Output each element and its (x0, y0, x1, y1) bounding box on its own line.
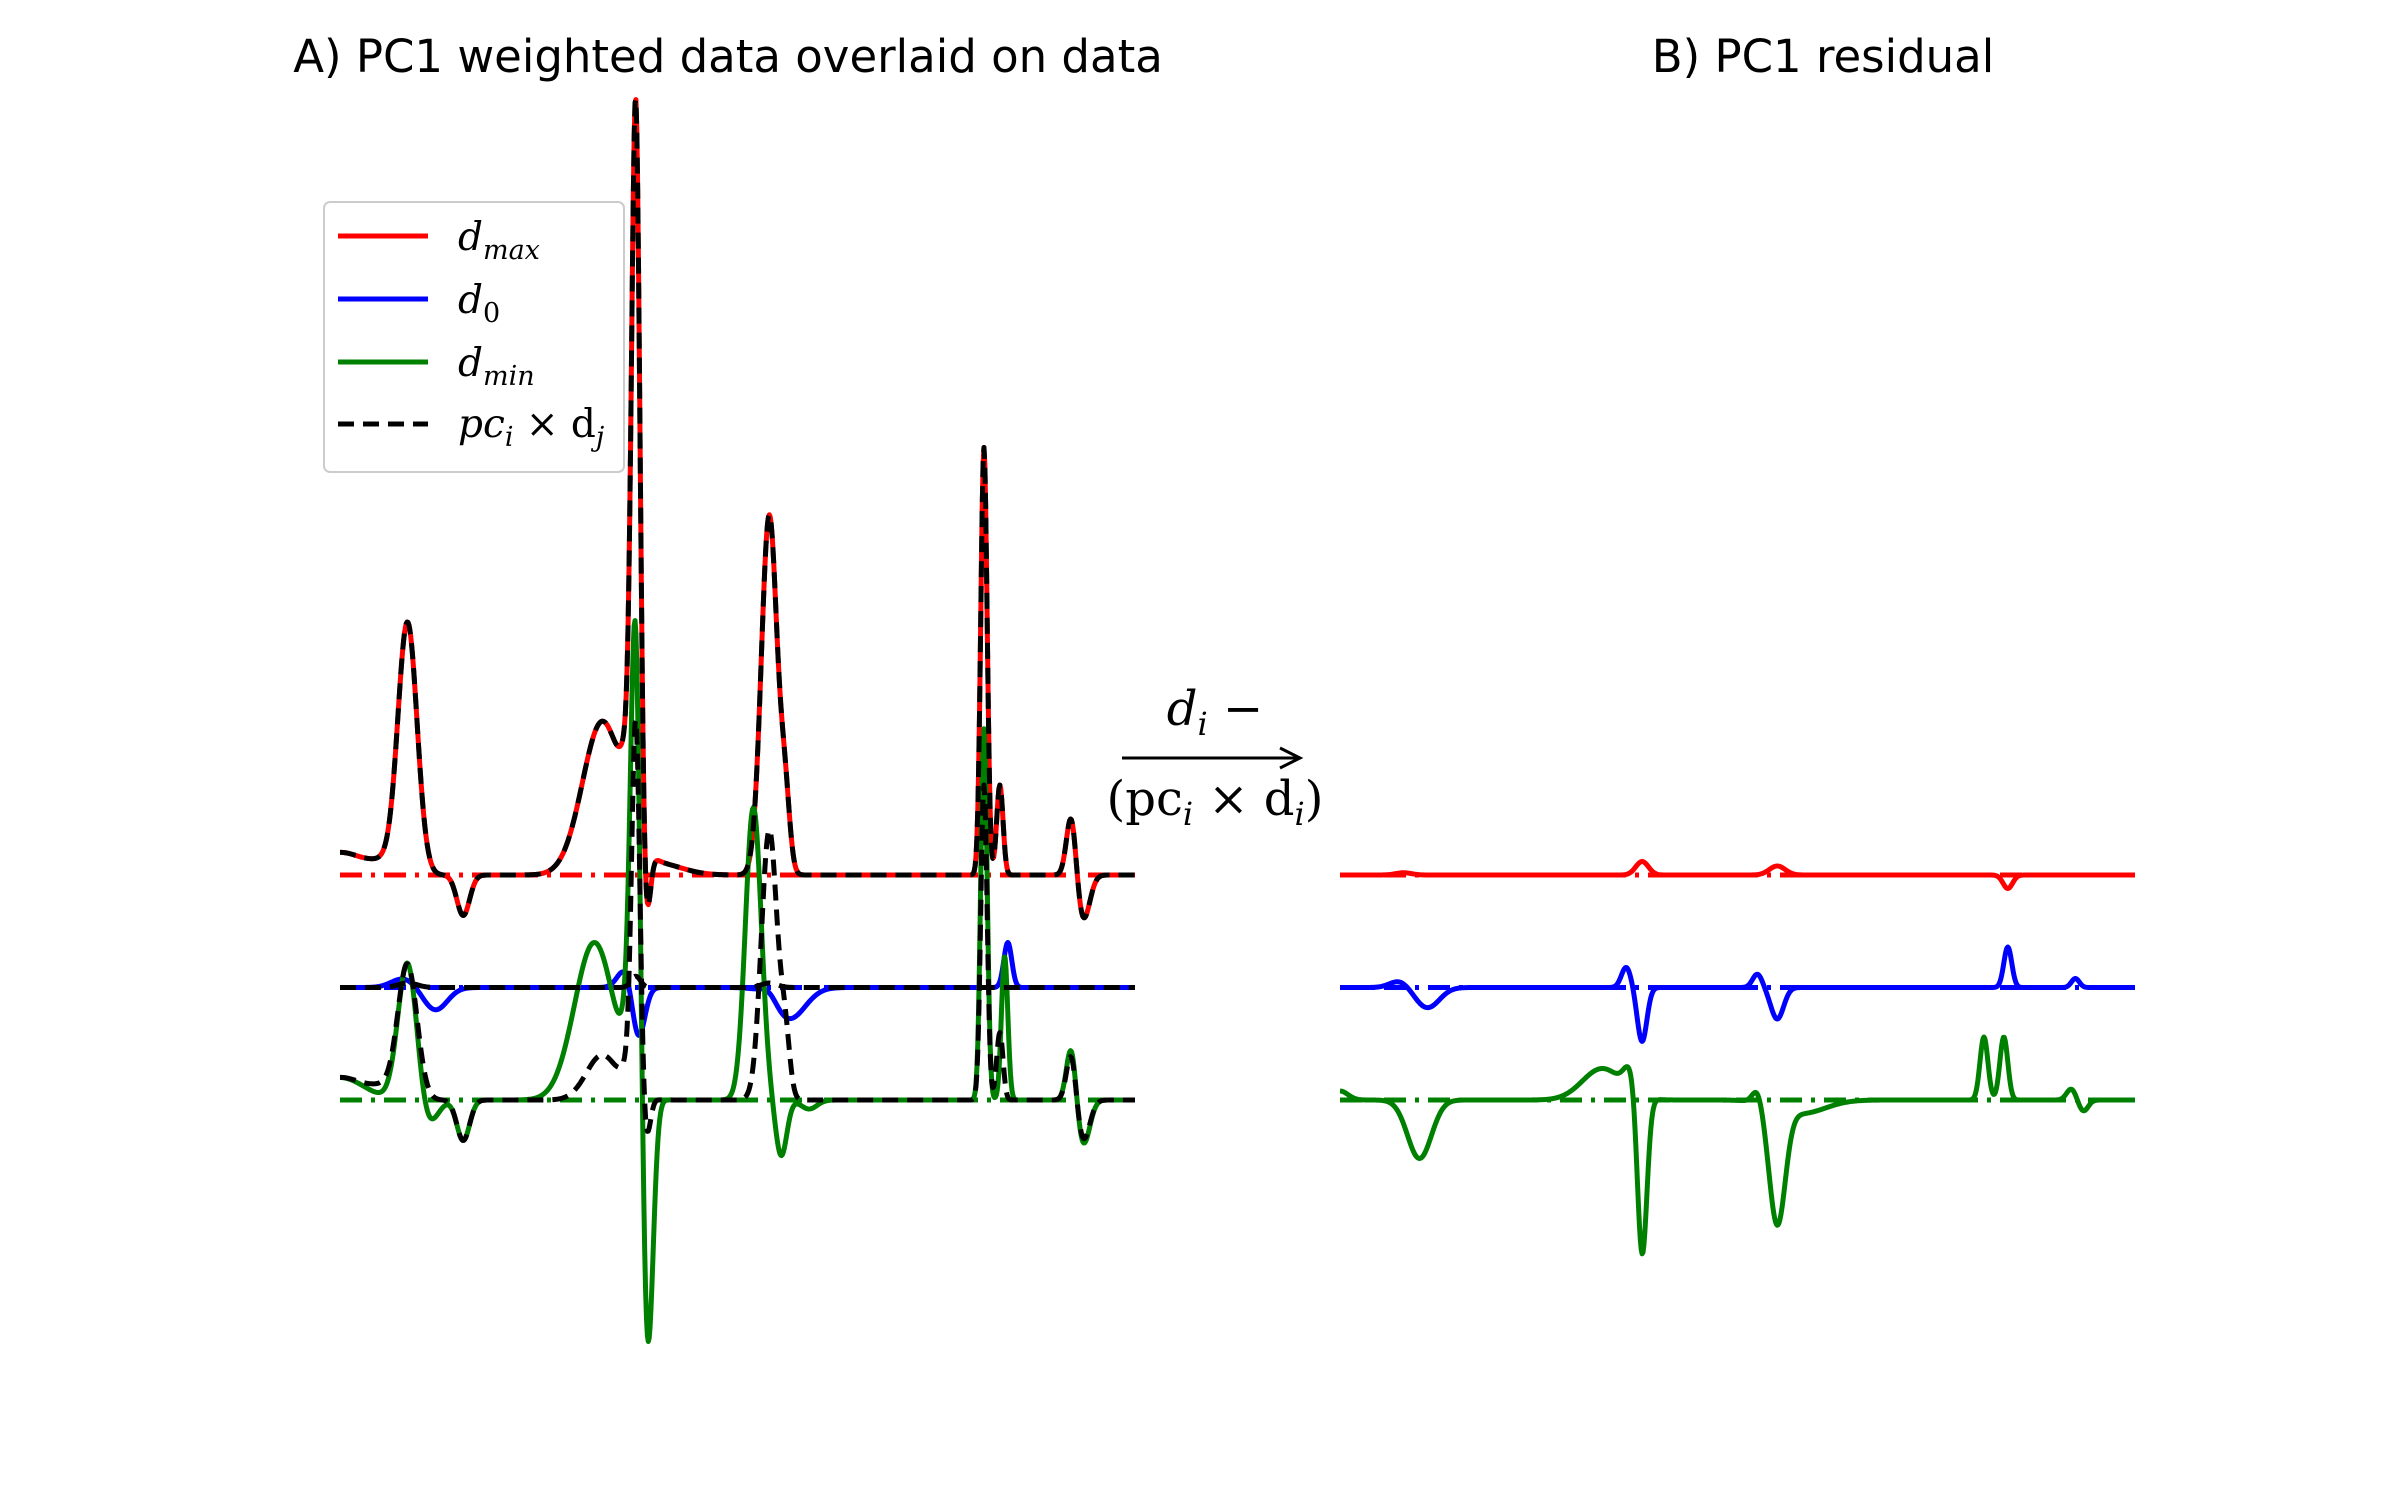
chart-a-title: A) PC1 weighted data overlaid on data (293, 30, 1163, 83)
series-line-b-d-0 (1338, 944, 2137, 1044)
chart-b-plot-area (1338, 859, 2137, 1257)
legend-box (323, 201, 625, 473)
series-line-b-d-min (1338, 1034, 2137, 1257)
series-line-a-pc-0 (338, 973, 1137, 990)
legend-label-d-0: d0 (458, 278, 500, 329)
chart-a-plot-area (338, 97, 1137, 1345)
chart-b-title: B) PC1 residual (1652, 30, 1995, 83)
series-line-a-pc-max (338, 97, 1137, 921)
legend-label-d-min: dmin (458, 341, 535, 392)
arrow-label-bottom: (pci × di) (1106, 771, 1323, 833)
subtraction-arrow: di − (pci × di) (1106, 681, 1323, 833)
legend-label-pc: pci × dj (458, 402, 604, 453)
arrow-head (1279, 746, 1304, 770)
arrow-label-top: di − (1167, 681, 1263, 743)
legend: dmax d0 dmin pci × dj (323, 201, 625, 473)
legend-label-d-max: dmax (458, 215, 540, 266)
series-line-b-d-max (1338, 859, 2137, 891)
series-line-a-pc-min (338, 717, 1137, 1143)
